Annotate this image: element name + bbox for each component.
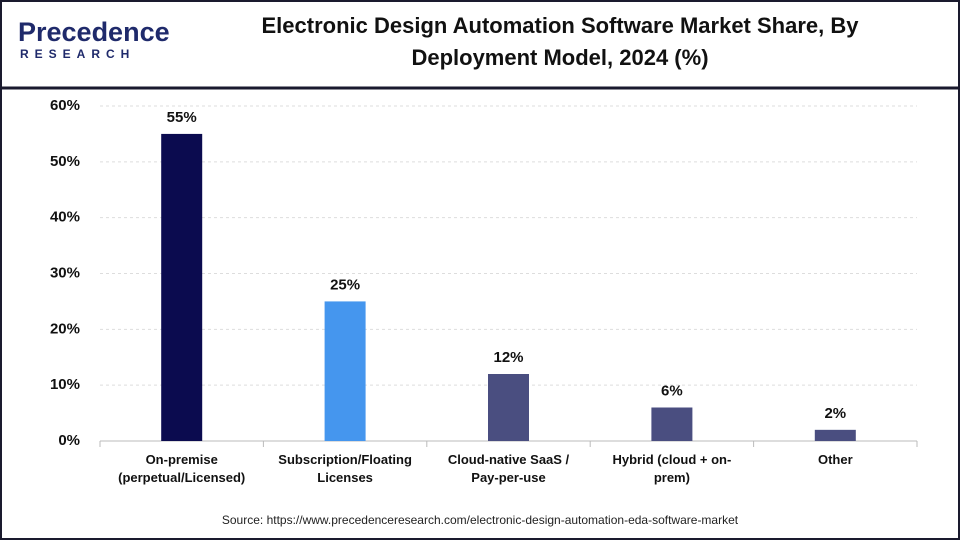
bar bbox=[324, 301, 366, 441]
x-tick-label: Other bbox=[817, 452, 853, 467]
y-tick-label: 40% bbox=[50, 209, 80, 226]
y-tick-label: 0% bbox=[58, 432, 80, 449]
value-label: 2% bbox=[824, 405, 846, 422]
value-label: 25% bbox=[330, 276, 360, 293]
value-label: 6% bbox=[661, 382, 683, 399]
source: Source: https://www.precedenceresearch.c… bbox=[221, 513, 739, 527]
bar bbox=[161, 133, 203, 441]
logo-name: Precedence bbox=[18, 17, 170, 47]
value-label: 12% bbox=[493, 349, 523, 366]
y-tick-label: 10% bbox=[50, 376, 80, 393]
y-tick-label: 50% bbox=[50, 153, 80, 170]
x-tick-label: Subscription/Floating Licenses bbox=[278, 452, 412, 485]
bar bbox=[488, 374, 529, 441]
y-tick-label: 20% bbox=[50, 320, 80, 337]
logo: Precedence RESEARCH bbox=[18, 17, 170, 61]
value-label: 55% bbox=[167, 109, 197, 126]
logo-tagline: RESEARCH bbox=[20, 47, 135, 61]
x-tick-label: Cloud-native SaaS / Pay-per-use bbox=[447, 452, 570, 485]
y-tick-label: 60% bbox=[50, 97, 80, 114]
chart-title: Electronic Design Automation Software Ma… bbox=[261, 13, 859, 70]
bar bbox=[814, 429, 856, 441]
x-tick-label: On-premise (perpetual/Licensed) bbox=[118, 452, 246, 485]
bar bbox=[651, 407, 693, 441]
y-tick-label: 30% bbox=[50, 264, 80, 281]
x-tick-label: Hybrid (cloud + on-prem) bbox=[612, 452, 732, 485]
